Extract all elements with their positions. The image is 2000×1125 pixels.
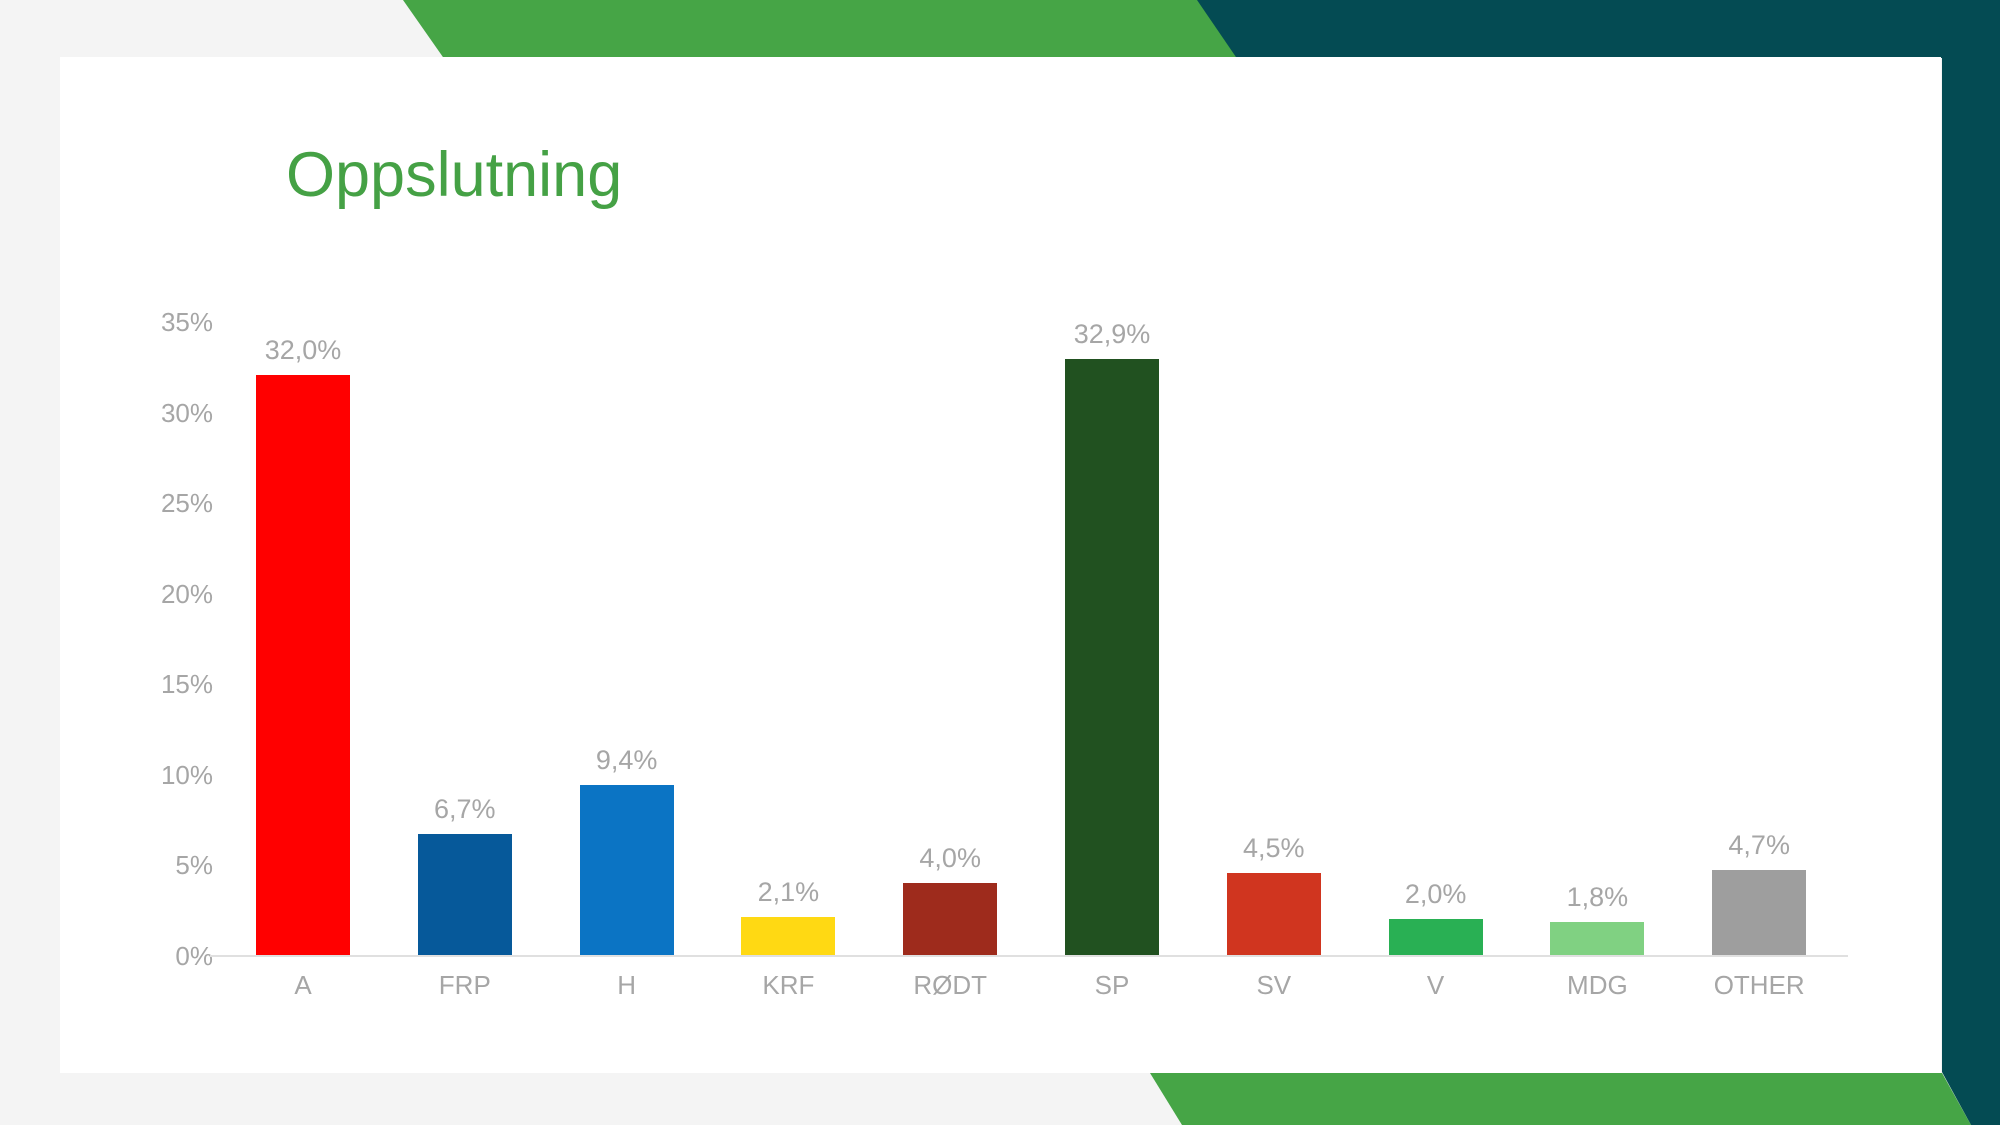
x-axis-label: V: [1426, 970, 1445, 1000]
bar-value-label: 4,7%: [1728, 830, 1790, 860]
bar-h: [579, 785, 674, 955]
y-axis-tick-label: 25%: [160, 488, 213, 519]
bar-value-label: 6,7%: [434, 794, 496, 824]
x-axis-line: [210, 955, 1848, 957]
y-axis-tick-label: 35%: [160, 307, 213, 337]
bar-v: [1388, 919, 1483, 955]
bar-value-label: 2,0%: [1404, 879, 1467, 909]
x-axis-label: MDG: [1567, 970, 1628, 1000]
x-axis-label: OTHER: [1713, 970, 1805, 1000]
y-axis-tick-label: 20%: [160, 578, 213, 609]
x-axis-label: FRP: [438, 970, 491, 1000]
bar-value-label: 4,5%: [1243, 833, 1305, 863]
y-axis-tick-label: 15%: [160, 669, 213, 700]
y-axis-tick-label: 10%: [160, 759, 213, 790]
top-band-shape: [403, 0, 1238, 60]
bar-mdg: [1550, 922, 1645, 955]
bottom-band-shape: [1150, 1073, 1971, 1125]
x-axis-label: KRF: [762, 970, 815, 1000]
bar-a: [256, 375, 350, 955]
x-axis-label: RØDT: [913, 970, 988, 1000]
bar-krf: [741, 917, 836, 955]
x-axis-label: SV: [1256, 970, 1292, 1000]
x-axis-label: H: [617, 970, 636, 1000]
bar-value-label: 4,0%: [919, 843, 981, 873]
y-axis-tick-label: 5%: [175, 850, 213, 881]
bar-sv: [1226, 873, 1321, 955]
bar-rødt: [903, 883, 998, 955]
y-axis-tick-label: 0%: [175, 941, 213, 971]
bar-value-label: 2,1%: [757, 877, 820, 907]
x-axis-label: A: [294, 970, 312, 1000]
bar-other: [1712, 870, 1807, 955]
slide-card: Oppslutning 35% 30% 25% 20% 15% 10% 5% 0% 32,0% A…: [60, 57, 1941, 1073]
chart-title: Oppslutning: [286, 140, 623, 210]
bar-value-label: 1,8%: [1566, 882, 1629, 912]
x-axis-label: SP: [1094, 970, 1130, 1000]
bar-value-label: 32,0%: [264, 335, 342, 365]
bar-frp: [417, 834, 512, 955]
bar-value-label: 32,9%: [1073, 319, 1151, 349]
y-axis-tick-label: 30%: [160, 397, 213, 428]
bar-value-label: 9,4%: [595, 745, 658, 775]
bar-sp: [1065, 359, 1159, 955]
